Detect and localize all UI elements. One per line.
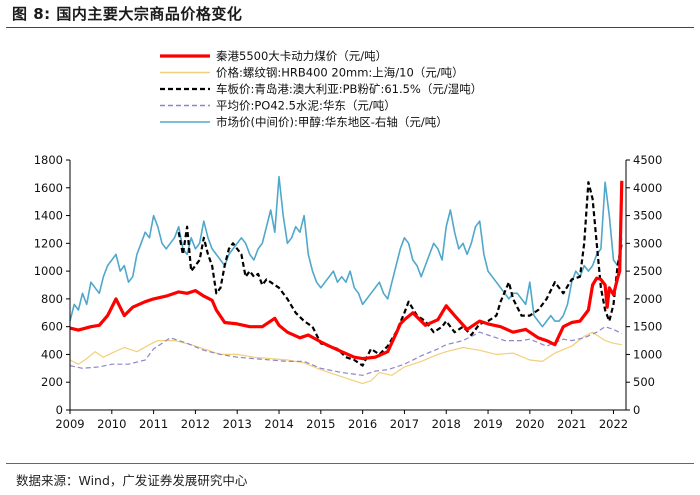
x-tick-label: 2011 (139, 417, 168, 431)
series-line-4 (69, 175, 623, 328)
y-right-tick-label: 3500 (633, 209, 662, 223)
y-left-tick-label: 1000 (34, 264, 63, 278)
x-tick-label: 2022 (599, 417, 628, 431)
y-left-tick-label: 1400 (34, 209, 63, 223)
x-tick-label: 2021 (557, 417, 586, 431)
x-tick-label: 2014 (264, 417, 293, 431)
y-right-tick-label: 4000 (633, 181, 662, 195)
y-right-tick-label: 2000 (633, 292, 662, 306)
data-source-note: 数据来源：Wind，广发证券发展研究中心 (16, 473, 248, 488)
y-right-tick-label: 1000 (633, 347, 662, 361)
plot-area (69, 175, 624, 385)
legend-label-4: 市场价(中间价):甲醇:华东地区-右轴（元/吨） (216, 115, 448, 129)
legend-label-1: 价格:螺纹钢:HRB400 20mm:上海/10（元/吨） (216, 66, 464, 80)
legend-label-0: 秦港5500大卡动力煤价（元/吨） (216, 49, 387, 63)
y-left-tick-label: 600 (41, 320, 63, 334)
legend-label-3: 平均价:PO42.5水泥:华东（元/吨） (216, 99, 396, 113)
series-line-0 (69, 180, 624, 361)
y-left-tick-label: 800 (41, 292, 63, 306)
series-line-2 (177, 181, 623, 367)
y-left-tick-label: 200 (41, 375, 63, 389)
x-tick-label: 2017 (390, 417, 419, 431)
y-right-tick-label: 2500 (633, 264, 662, 278)
figure-title: 图 8: 国内主要大宗商品价格变化 (12, 5, 243, 23)
y-right-tick-label: 0 (633, 403, 640, 417)
x-tick-label: 2015 (306, 417, 335, 431)
chart-axes: 0 200 400 600 800 1000 1200 1400 1600 1800 0 500 100… (34, 153, 663, 431)
x-tick-label: 2020 (515, 417, 544, 431)
y-right-tick-label: 1500 (633, 320, 662, 334)
y-left-tick-label: 1200 (34, 236, 63, 250)
y-left-tick-label: 0 (56, 403, 63, 417)
series-line-3 (69, 326, 623, 376)
x-tick-label: 2009 (55, 417, 84, 431)
chart-legend: 秦港5500大卡动力煤价（元/吨） 价格:螺纹钢:HRB400 20mm:上海/1… (160, 49, 482, 129)
source-rule (6, 463, 694, 464)
y-right-tick-label: 3000 (633, 236, 662, 250)
y-right-tick-label: 4500 (633, 153, 662, 167)
title-rule (6, 27, 694, 28)
x-tick-label: 2013 (223, 417, 252, 431)
y-right-tick-label: 500 (633, 375, 655, 389)
y-left-tick-label: 1600 (34, 181, 63, 195)
y-left-tick-label: 400 (41, 347, 63, 361)
x-tick-label: 2018 (432, 417, 461, 431)
line-chart: 秦港5500大卡动力煤价（元/吨） 价格:螺纹钢:HRB400 20mm:上海/1… (34, 49, 663, 431)
x-tick-label: 2019 (473, 417, 502, 431)
x-tick-label: 2010 (97, 417, 126, 431)
x-tick-label: 2016 (348, 417, 377, 431)
y-left-tick-label: 1800 (34, 153, 63, 167)
series-line-1 (69, 331, 622, 385)
x-tick-label: 2012 (181, 417, 210, 431)
legend-label-2: 车板价:青岛港:澳大利亚:PB粉矿:61.5%（元/湿吨） (216, 82, 482, 96)
